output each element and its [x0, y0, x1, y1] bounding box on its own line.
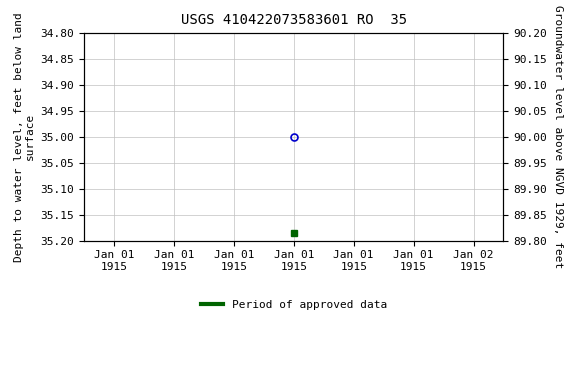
Title: USGS 410422073583601 RO  35: USGS 410422073583601 RO 35	[181, 13, 407, 28]
Y-axis label: Groundwater level above NGVD 1929, feet: Groundwater level above NGVD 1929, feet	[552, 5, 563, 268]
Y-axis label: Depth to water level, feet below land
surface: Depth to water level, feet below land su…	[13, 12, 35, 262]
Legend: Period of approved data: Period of approved data	[196, 295, 392, 314]
